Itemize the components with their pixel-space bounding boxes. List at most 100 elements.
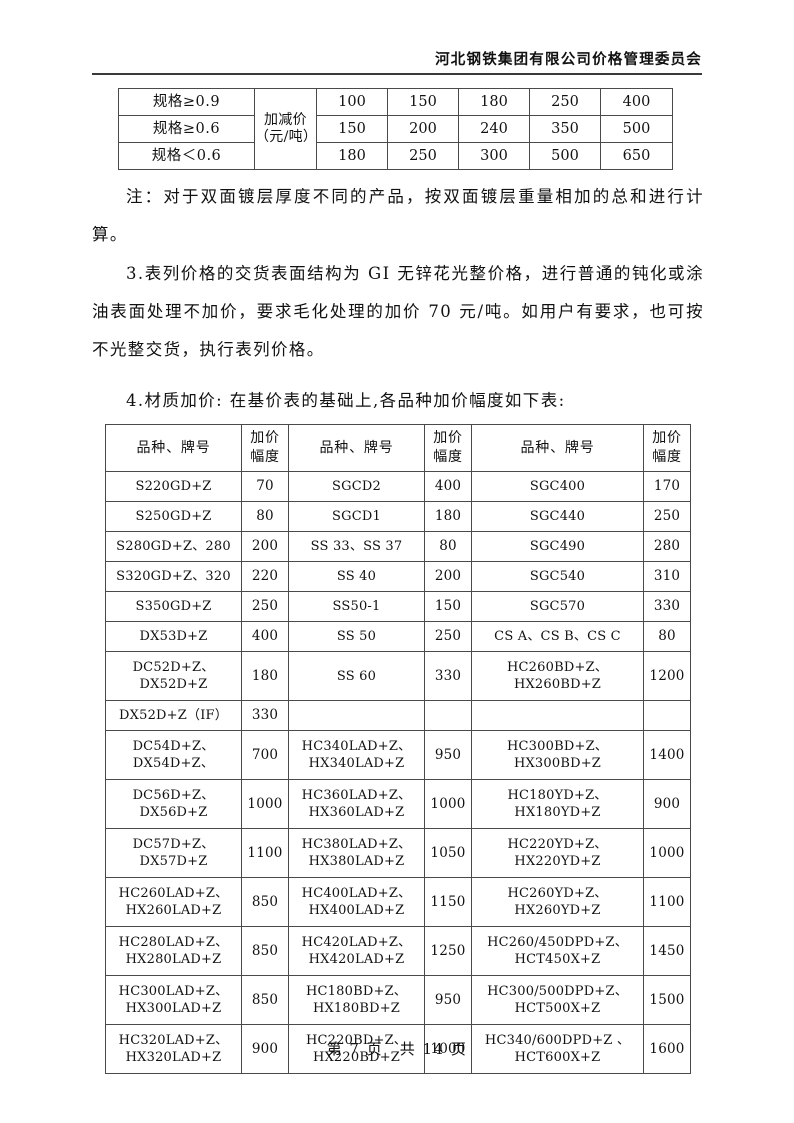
table-row: HC320LAD+Z、 HX320LAD+Z 900 HC220BD+Z、 HX220B… xyxy=(105,1024,691,1074)
surcharge-cell-3: 900 xyxy=(643,779,691,829)
surcharge-cell-2: 400 xyxy=(424,471,472,502)
value-cell: 350 xyxy=(529,115,601,143)
cell-line: SS 60 xyxy=(336,668,377,684)
variety-cell-3: HC180YD+Z、 HX180YD+Z xyxy=(471,779,644,829)
cell-line: HX380LAD+Z xyxy=(308,854,405,869)
variety-cell-2: HC400LAD+Z、 HX400LAD+Z xyxy=(288,877,425,927)
cell-line: DC57D+Z、 xyxy=(132,837,215,852)
column-header-variety-1: 品种、牌号 xyxy=(105,424,242,472)
surcharge-cell-2: 330 xyxy=(424,651,472,701)
surcharge-cell-1: 850 xyxy=(241,975,289,1025)
cell-line: HX360LAD+Z xyxy=(308,805,405,820)
surcharge-cell-1: 400 xyxy=(241,621,289,652)
variety-cell-2: SS50-1 xyxy=(288,591,425,622)
variety-cell-2: HC360LAD+Z、 HX360LAD+Z xyxy=(288,779,425,829)
spec-cell: 规格＜0.6 xyxy=(118,142,255,170)
cell-line: DC56D+Z、 xyxy=(132,788,215,803)
value-cell: 200 xyxy=(387,115,459,143)
surcharge-cell-2: 200 xyxy=(424,561,472,592)
cell-line: HX300BD+Z xyxy=(513,756,602,771)
surcharge-cell-2: 80 xyxy=(424,531,472,562)
value-cell: 250 xyxy=(387,142,459,170)
cell-line: SGC570 xyxy=(529,599,586,614)
cell-line: HC340/600DPD+Z 、 xyxy=(484,1033,631,1048)
cell-line: SS50-1 xyxy=(332,599,381,614)
page-footer: 第 7 页 共 14 页 xyxy=(326,1040,468,1058)
variety-cell-2: SGCD2 xyxy=(288,471,425,502)
cell-line: HC300LAD+Z、 xyxy=(118,984,229,999)
cell-line: HX220BD+Z xyxy=(312,1050,401,1065)
variety-cell-3: HC260/450DPD+Z、 HCT450X+Z xyxy=(471,926,644,976)
variety-cell-3: HC300/500DPD+Z、 HCT500X+Z xyxy=(471,975,644,1025)
unit-label-cell: 加减价 （元/吨） xyxy=(254,88,318,170)
cell-line: DX57D+Z xyxy=(139,854,208,869)
grade-surcharge-table: 品种、牌号 加价 幅度 品种、牌号 加价 幅度 品种、牌号 加价 幅度 xyxy=(105,424,691,1074)
grade-surcharge-body: 品种、牌号 加价 幅度 品种、牌号 加价 幅度 品种、牌号 加价 幅度 xyxy=(105,424,691,1074)
surcharge-cell-1: 850 xyxy=(241,926,289,976)
variety-cell-2: HC420LAD+Z、 HX420LAD+Z xyxy=(288,926,425,976)
spec-cell: 规格≥0.6 xyxy=(118,115,255,143)
cell-line: HX400LAD+Z xyxy=(308,903,405,918)
header-rule xyxy=(92,73,702,75)
surcharge-cell-3: 1500 xyxy=(643,975,691,1025)
table-row: DX53D+Z 400 SS 50 250 CS A、CS B、CS C 80 xyxy=(105,621,691,652)
value-cell: 240 xyxy=(458,115,530,143)
variety-cell-3: SGC540 xyxy=(471,561,644,592)
variety-cell-1: HC300LAD+Z、 HX300LAD+Z xyxy=(105,975,242,1025)
surcharge-cell-1: 900 xyxy=(241,1024,289,1074)
surcharge-cell-3: 1000 xyxy=(643,828,691,878)
variety-cell-1: S320GD+Z、320 xyxy=(105,561,242,592)
header-line-2: 幅度 xyxy=(250,449,280,465)
cell-line: HX340LAD+Z xyxy=(308,756,405,771)
item-3-paragraph: 3.表列价格的交货表面结构为 GI 无锌花光整价格，进行普通的钝化或涂油表面处理… xyxy=(92,264,704,359)
surcharge-cell-3: 330 xyxy=(643,591,691,622)
variety-cell-2 xyxy=(288,700,425,731)
variety-cell-3: HC300BD+Z、 HX300BD+Z xyxy=(471,730,644,780)
variety-cell-1: DC57D+Z、 DX57D+Z xyxy=(105,828,242,878)
surcharge-cell-2: 150 xyxy=(424,591,472,622)
surcharge-cell-3: 310 xyxy=(643,561,691,592)
surcharge-cell-2: 950 xyxy=(424,975,472,1025)
surcharge-cell-3: 170 xyxy=(643,471,691,502)
cell-line: HX260YD+Z xyxy=(514,903,601,918)
thickness-surcharge-table-wrapper: 规格≥0.9 加减价 （元/吨） 100 150 180 250 400 规格≥… xyxy=(118,88,673,170)
variety-cell-1: DC54D+Z、 DX54D+Z、 xyxy=(105,730,242,780)
cell-line: S350GD+Z xyxy=(135,599,212,614)
table-row: 规格≥0.6 150 200 240 350 500 xyxy=(118,115,673,143)
cell-line: HC420LAD+Z、 xyxy=(301,935,412,950)
table-row: HC260LAD+Z、 HX260LAD+Z 850 HC400LAD+Z、 HX400… xyxy=(105,877,691,927)
variety-cell-1: HC280LAD+Z、 HX280LAD+Z xyxy=(105,926,242,976)
table-row: 规格≥0.9 加减价 （元/吨） 100 150 180 250 400 xyxy=(118,88,673,170)
surcharge-cell-3: 80 xyxy=(643,621,691,652)
cell-line: HC400LAD+Z、 xyxy=(301,886,412,901)
cell-line: S280GD+Z、280 xyxy=(116,539,231,554)
cell-line: HC180BD+Z、 xyxy=(306,984,407,999)
value-cell: 500 xyxy=(529,142,601,170)
cell-line: DX56D+Z xyxy=(139,805,208,820)
surcharge-cell-2: 1250 xyxy=(424,926,472,976)
value-cell: 400 xyxy=(600,88,673,116)
cell-line: DX53D+Z xyxy=(139,629,208,644)
surcharge-cell-1: 1000 xyxy=(241,779,289,829)
cell-line: HC260LAD+Z、 xyxy=(118,886,229,901)
surcharge-cell-2: 1150 xyxy=(424,877,472,927)
table-row: S320GD+Z、320 220 SS 40 200 SGC540 310 xyxy=(105,561,691,592)
variety-cell-1: HC320LAD+Z、 HX320LAD+Z xyxy=(105,1024,242,1074)
surcharge-cell-3: 1200 xyxy=(643,651,691,701)
cell-line: HX320LAD+Z xyxy=(125,1050,222,1065)
cell-line: HC220BD+Z、 xyxy=(306,1033,407,1048)
surcharge-cell-2: 180 xyxy=(424,501,472,532)
variety-cell-3: CS A、CS B、CS C xyxy=(471,621,644,652)
cell-line: HC260BD+Z、 xyxy=(507,660,608,675)
value-cell: 250 xyxy=(529,88,601,116)
cell-line: HC280LAD+Z、 xyxy=(118,935,229,950)
value-cell: 100 xyxy=(316,88,388,116)
cell-line: DC54D+Z、 xyxy=(132,739,215,754)
cell-line: HC260/450DPD+Z、 xyxy=(487,935,628,950)
variety-cell-1: DX52D+Z（IF） xyxy=(105,700,242,731)
unit-label-line2: （元/吨） xyxy=(255,129,318,145)
table-row: HC300LAD+Z、 HX300LAD+Z 850 HC180BD+Z、 HX180B… xyxy=(105,975,691,1025)
variety-cell-3: SGC440 xyxy=(471,501,644,532)
cell-line: SS 50 xyxy=(336,629,377,644)
cell-line: HC180YD+Z、 xyxy=(507,788,608,803)
